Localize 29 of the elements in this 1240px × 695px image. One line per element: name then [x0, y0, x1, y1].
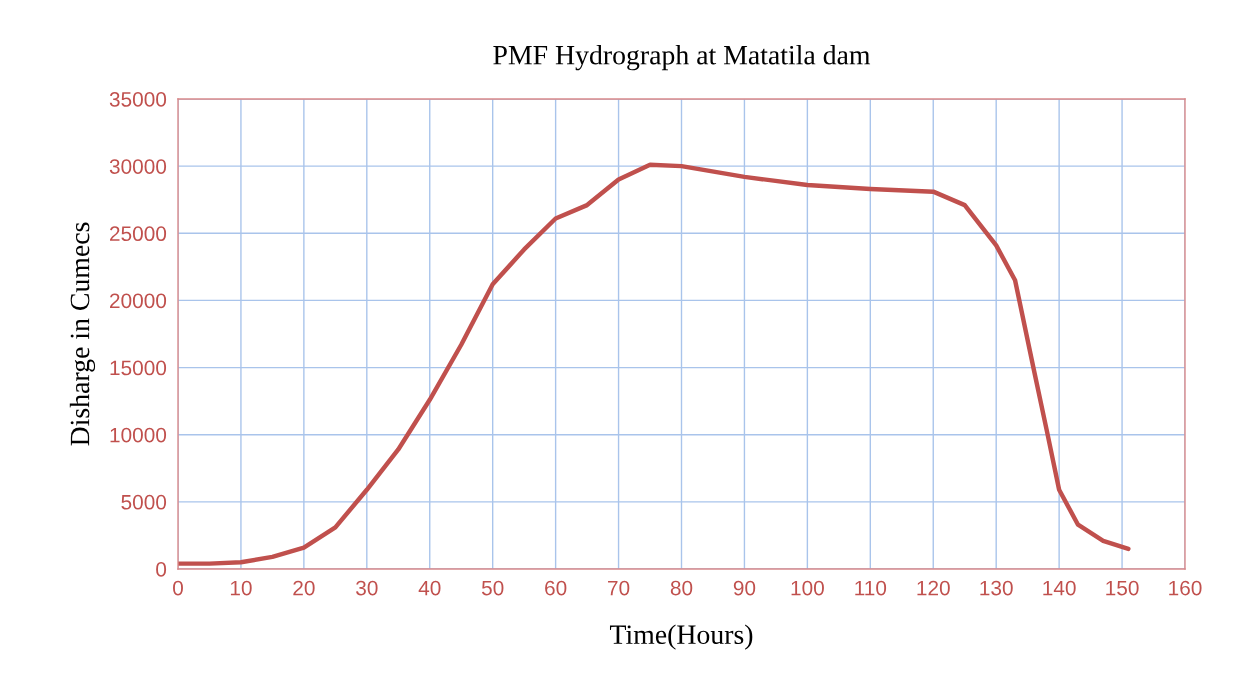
y-tick-label: 10000 — [110, 427, 167, 443]
x-tick-label: 60 — [545, 580, 567, 596]
y-tick-label: 0 — [156, 562, 167, 577]
x-tick-label: 90 — [733, 580, 756, 596]
x-tick-label: 80 — [670, 580, 693, 596]
x-tick-label: 160 — [1169, 580, 1202, 596]
x-tick-label: 140 — [1043, 580, 1076, 596]
x-tick-label: 70 — [608, 580, 630, 596]
line-series — [178, 162, 1131, 566]
x-tick-label: 50 — [481, 580, 504, 596]
y-tick-label: 25000 — [110, 226, 167, 242]
y-tick-label: 35000 — [109, 92, 167, 107]
x-axis-title: Time(Hours) — [609, 624, 753, 650]
x-tick-label: 120 — [917, 580, 950, 596]
x-tick-label: 150 — [1106, 580, 1139, 596]
y-tick-label: 20000 — [110, 293, 167, 309]
x-tick-label: 100 — [791, 580, 824, 596]
y-tick-label: 15000 — [110, 360, 167, 376]
y-tick-label: 30000 — [109, 159, 167, 174]
x-tick-label: 10 — [230, 580, 252, 596]
x-tick-label: 40 — [418, 580, 441, 596]
x-tick-label: 30 — [356, 580, 378, 596]
x-tick-label: 110 — [855, 580, 887, 596]
x-tick-label: 20 — [293, 580, 315, 596]
y-axis-title: Disharge in Cumecs — [69, 222, 96, 446]
chart-title: PMF Hydrograph at Matatila dam — [493, 45, 871, 71]
x-tick-label: 130 — [980, 580, 1013, 596]
y-tick-label: 5000 — [121, 494, 167, 510]
x-tick-label: 0 — [173, 580, 183, 596]
